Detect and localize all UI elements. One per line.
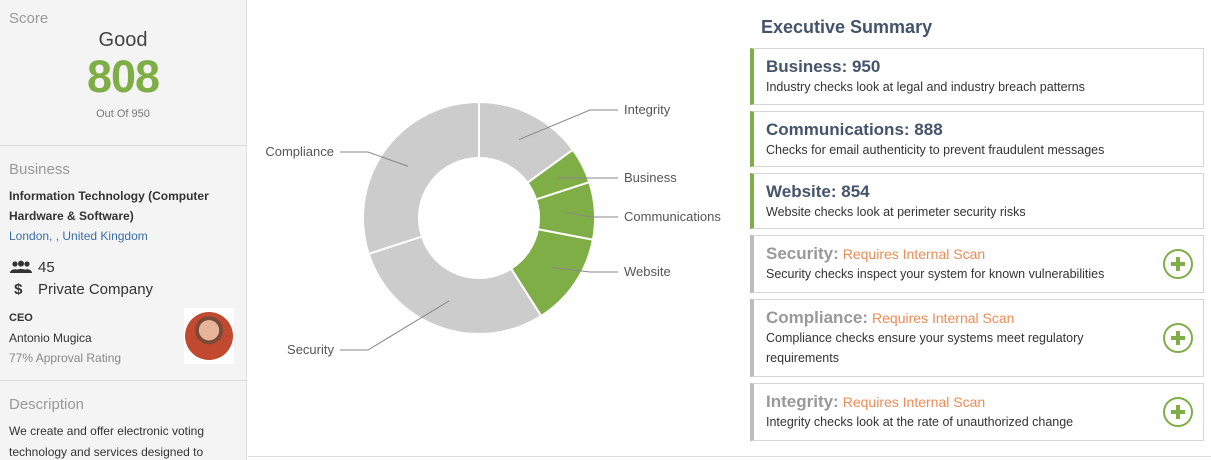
summary-cards: Business: 950 Industry checks look at leg… — [750, 48, 1204, 447]
employee-count: 45 — [38, 258, 55, 276]
summary-card-name: Communications: 888 — [766, 120, 943, 139]
slice-label: Business — [624, 170, 677, 185]
plus-circle-icon[interactable] — [1163, 249, 1193, 279]
summary-card-title: Compliance: Requires Internal Scan — [766, 308, 1191, 328]
ceo-approval-rating: 77% Approval Rating — [9, 351, 122, 365]
description-section: Description We create and offer electron… — [0, 381, 246, 460]
dollar-icon: $ — [10, 280, 23, 298]
slice-label: Website — [624, 264, 671, 279]
summary-card-name: Business: 950 — [766, 57, 881, 76]
ceo-block: CEO Antonio Mugica 77% Approval Rating — [0, 308, 246, 368]
requires-scan-label: Requires Internal Scan — [842, 394, 986, 410]
requires-scan-label: Requires Internal Scan — [842, 246, 986, 262]
requires-scan-label: Requires Internal Scan — [872, 310, 1015, 326]
summary-card-title: Communications: 888 — [766, 120, 1191, 140]
description-title: Description — [9, 396, 85, 413]
summary-card-name: Website: 854 — [766, 182, 870, 201]
slice-label: Integrity — [624, 102, 671, 117]
slice-label: Compliance — [265, 144, 334, 159]
industry-label: Information Technology (Computer Hardwar… — [9, 189, 209, 223]
ceo-label: CEO — [9, 312, 33, 324]
summary-card-name: Compliance: — [766, 308, 869, 327]
summary-card-description: Integrity checks look at the rate of una… — [766, 415, 1074, 429]
category-donut-chart: Integrity Business Communications Website Se… — [248, 0, 743, 456]
company-type: Private Company — [38, 280, 154, 298]
leader-line — [551, 266, 618, 273]
summary-card-title: Business: 950 — [766, 57, 1191, 77]
leader-line — [340, 151, 408, 167]
leader-line — [340, 300, 450, 351]
summary-card-description: Website checks look at perimeter securit… — [766, 205, 1026, 219]
summary-card-title: Security: Requires Internal Scan — [766, 244, 1191, 264]
slice-label: Communications — [624, 209, 721, 224]
donut-slice-compliance[interactable] — [362, 100, 480, 256]
leader-line — [566, 211, 618, 218]
summary-card: Communications: 888 Checks for email auth… — [750, 111, 1204, 167]
score-section: Score Good 808 Out Of 950 — [0, 0, 246, 146]
ceo-avatar — [185, 312, 233, 360]
score-out-of: Out Of 950 — [96, 108, 150, 120]
summary-card-description: Industry checks look at legal and indust… — [766, 80, 1085, 94]
ceo-name: Antonio Mugica — [9, 331, 92, 345]
summary-card[interactable]: Compliance: Requires Internal Scan Complia… — [750, 299, 1204, 377]
employee-count-row: 45 — [0, 256, 246, 278]
summary-card: Website: 854 Website checks look at perim… — [750, 173, 1204, 229]
summary-card[interactable]: Integrity: Requires Internal Scan Integrit… — [750, 383, 1204, 441]
summary-card-description: Checks for email authenticity to prevent… — [766, 143, 1105, 157]
plus-circle-icon[interactable] — [1163, 397, 1193, 427]
description-text: We create and offer electronic voting te… — [9, 424, 204, 459]
summary-card-description: Compliance checks ensure your systems me… — [766, 331, 1084, 365]
company-type-row: $ Private Company — [0, 278, 246, 300]
executive-summary-title: Executive Summary — [761, 17, 933, 37]
summary-card[interactable]: Security: Requires Internal Scan Security … — [750, 235, 1204, 293]
donut-svg: Integrity Business Communications Website Se… — [265, 100, 721, 357]
summary-card-name: Security: — [766, 244, 839, 263]
summary-card-description: Security checks inspect your system for … — [766, 267, 1105, 281]
summary-card-name: Integrity: — [766, 392, 839, 411]
business-title: Business — [9, 161, 70, 178]
location-link[interactable]: London, , United Kingdom — [9, 229, 148, 243]
score-rating: Good — [98, 29, 148, 51]
summary-card: Business: 950 Industry checks look at leg… — [750, 48, 1204, 105]
donut-slice-security[interactable] — [367, 235, 543, 335]
score-title: Score — [9, 10, 49, 27]
company-sidebar: Score Good 808 Out Of 950 Business Infor… — [0, 0, 247, 460]
business-section: Business Information Technology (Compute… — [0, 146, 246, 381]
summary-card-title: Integrity: Requires Internal Scan — [766, 392, 1191, 412]
slice-label: Security — [287, 342, 334, 357]
divider — [248, 456, 1211, 457]
score-value: 808 — [86, 51, 160, 102]
summary-card-title: Website: 854 — [766, 182, 1191, 202]
users-icon — [10, 260, 38, 274]
ceo-avatar-frame — [184, 308, 234, 364]
leader-line — [518, 109, 618, 141]
plus-circle-icon[interactable] — [1163, 323, 1193, 353]
